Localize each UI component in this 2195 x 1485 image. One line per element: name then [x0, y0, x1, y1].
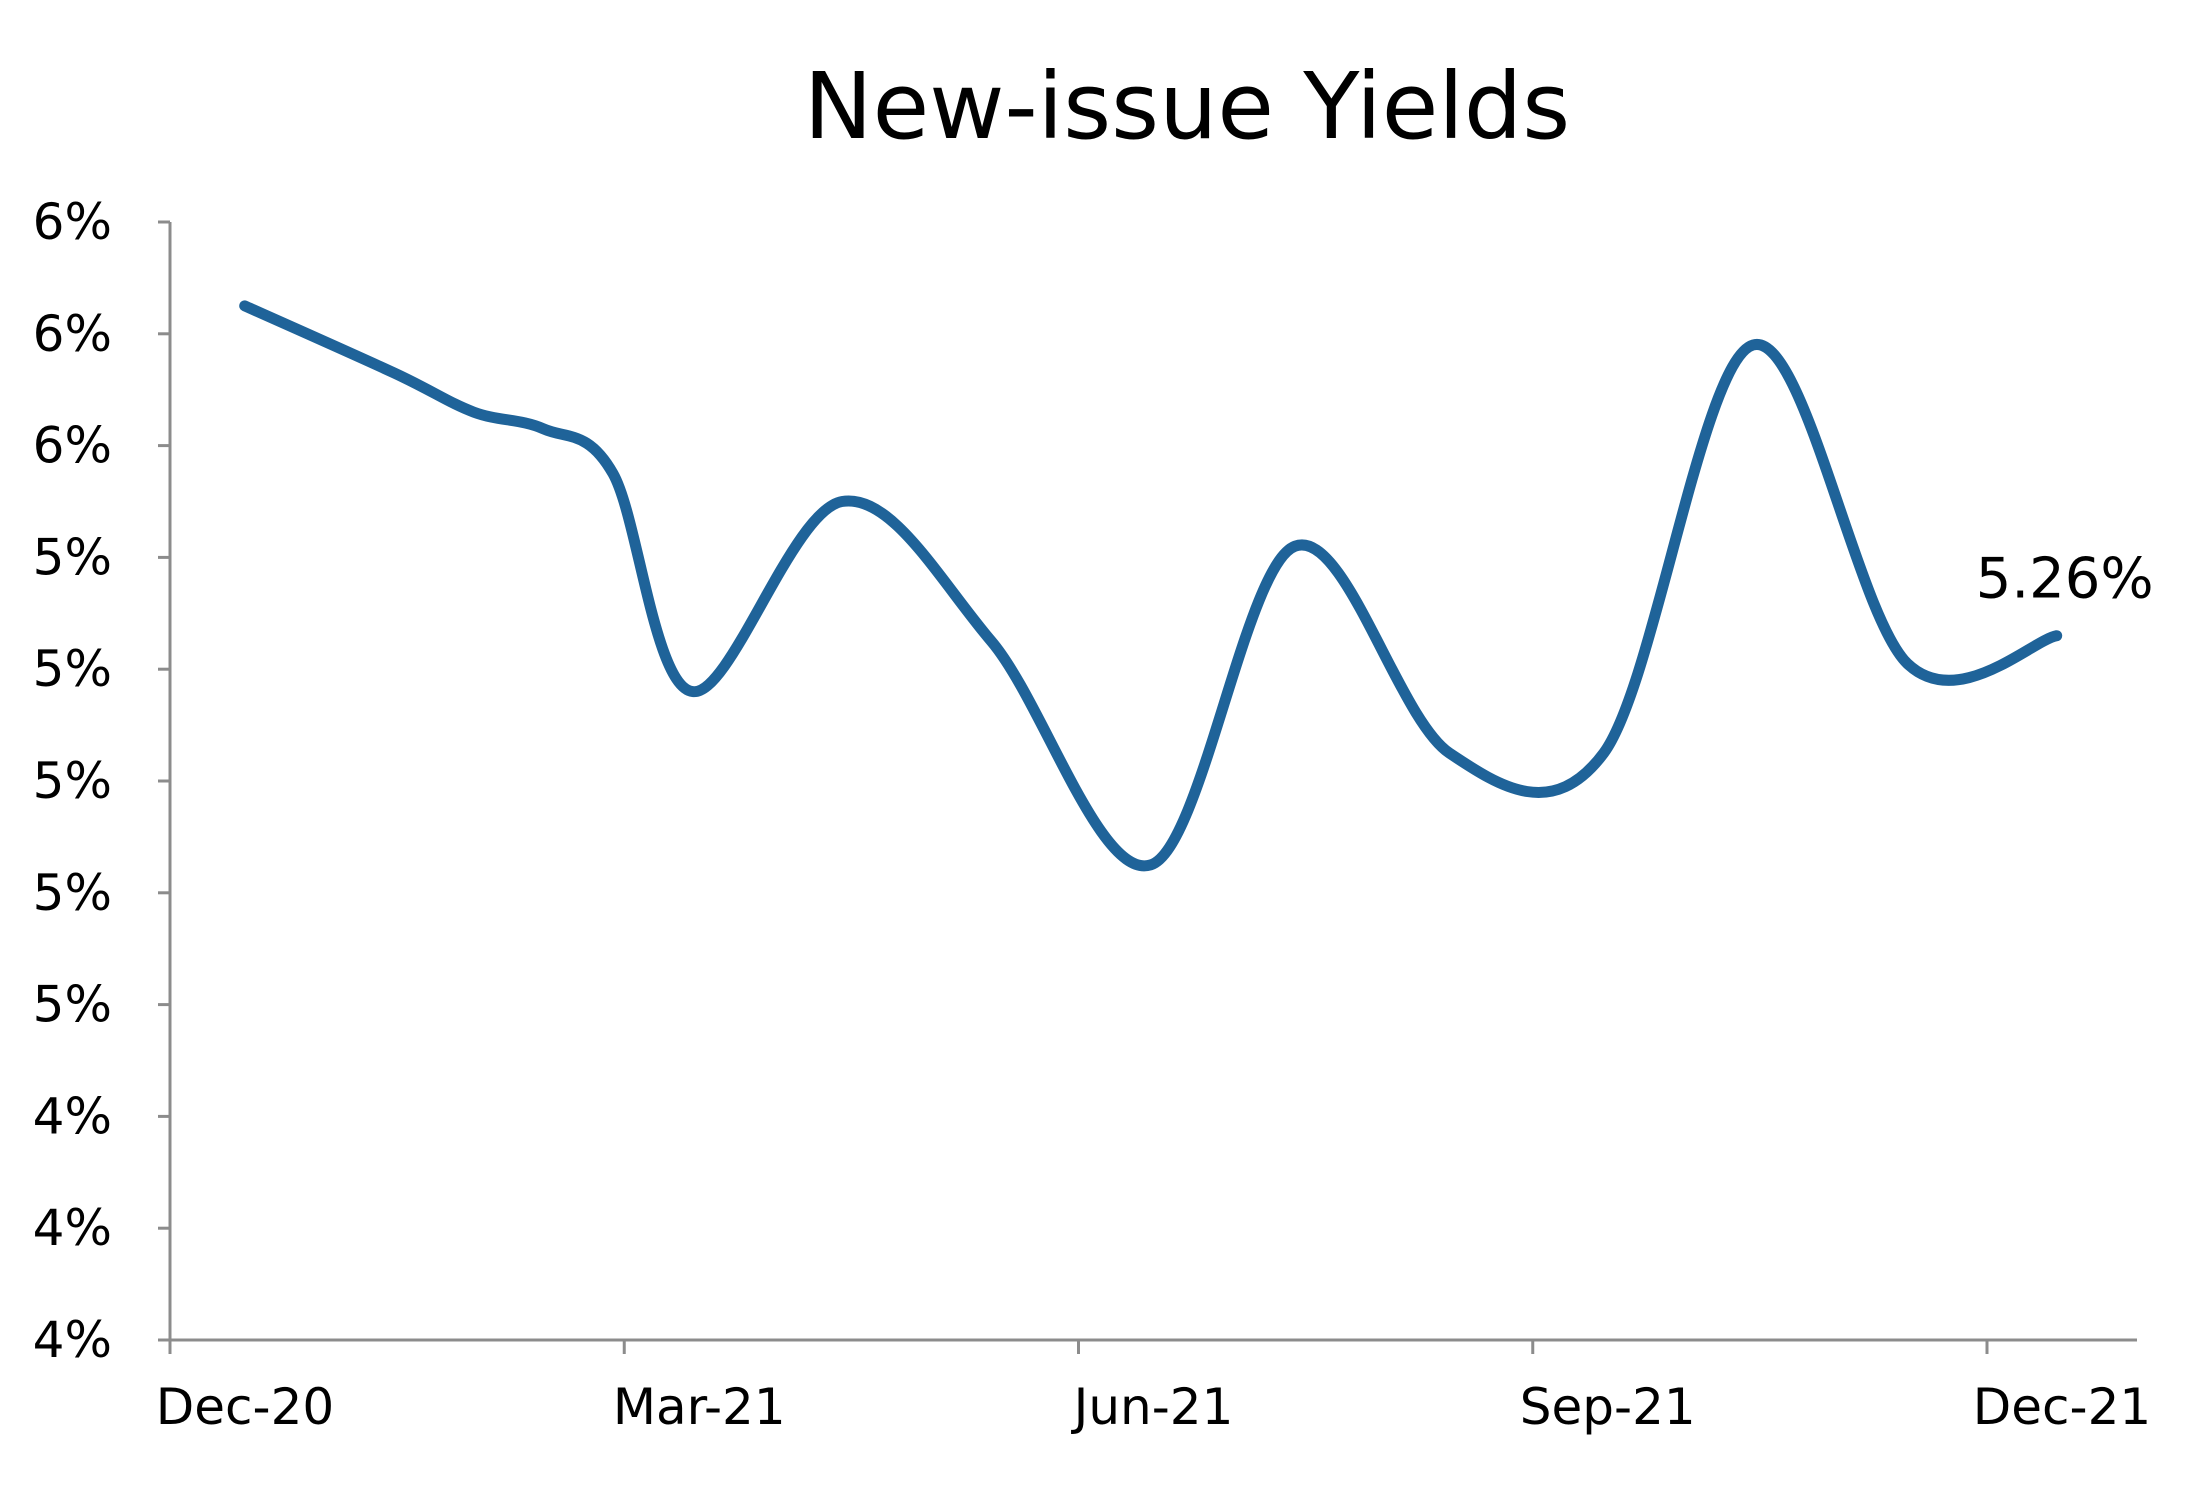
x-tick-label: Dec-21 — [1973, 1378, 2151, 1436]
data-label-last-value: 5.26% — [1976, 547, 2154, 612]
y-tick-label: 5% — [33, 976, 112, 1034]
y-tick-label: 6% — [33, 305, 112, 363]
series-layer — [239, 300, 2063, 872]
y-tick-label: 5% — [33, 528, 112, 586]
x-tick-label: Dec-20 — [156, 1378, 334, 1436]
y-tick-label: 6% — [33, 193, 112, 251]
x-tick-label: Jun-21 — [1071, 1378, 1234, 1436]
x-tick-label: Mar-21 — [613, 1378, 786, 1436]
annotation-layer: 5.26% — [1976, 547, 2154, 612]
x-axis-ticks: Dec-20 Mar-21 Jun-21 Sep-21 Dec-21 — [156, 1340, 2151, 1436]
y-tick-label: 4% — [33, 1087, 112, 1145]
y-axis-ticks: 4% 4% 4% 5% 5% 5% 5% 5% 6% 6% 6% — [33, 193, 170, 1369]
y-tick-label: 5% — [33, 640, 112, 698]
y-tick-label: 4% — [33, 1199, 112, 1257]
y-tick-label: 6% — [33, 417, 112, 475]
y-tick-label: 4% — [33, 1311, 112, 1369]
series-line — [239, 300, 2063, 872]
chart-title: New-issue Yields — [804, 53, 1570, 160]
x-tick-label: Sep-21 — [1520, 1378, 1696, 1436]
y-tick-label: 5% — [33, 752, 112, 810]
y-tick-label: 5% — [33, 864, 112, 922]
